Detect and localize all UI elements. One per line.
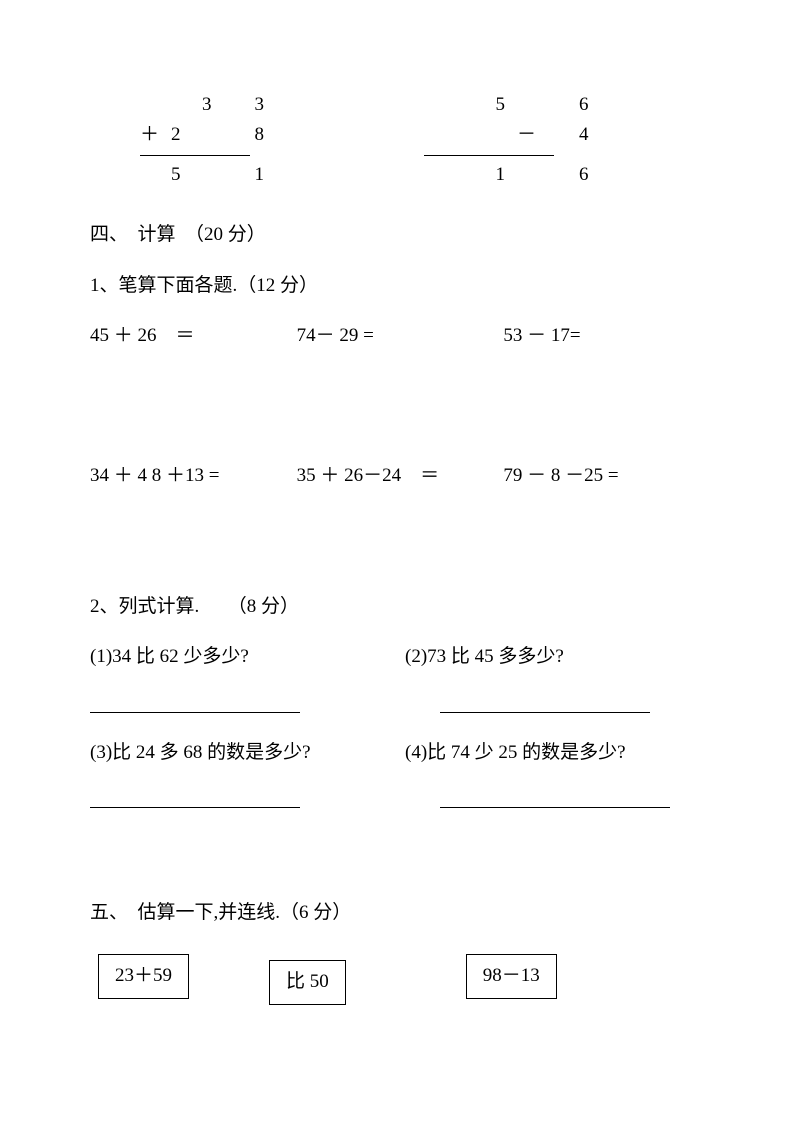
eq-1-1: 45 ＋ 26 ＝ <box>90 321 297 351</box>
spacer-1b <box>650 685 710 713</box>
answer-line-2 <box>440 685 650 713</box>
section5-title: 五、 估算一下,并连线.（6 分） <box>90 898 710 928</box>
eq-1-3: 53 － 17= <box>503 321 710 351</box>
section4-part1-title: 1、笔算下面各题.（12 分） <box>90 271 710 301</box>
equation-row-2: 34 ＋ 4 8 ＋13 = 35 ＋ 26－24 ＝ 79 － 8 －25 = <box>90 461 710 491</box>
box-2: 比 50 <box>269 960 346 1004</box>
vm1-row2: ＋2 8 <box>140 120 284 150</box>
wp-q4: (4)比 74 少 25 的数是多少? <box>395 738 710 768</box>
answer-line-1 <box>90 685 300 713</box>
box-row: 23＋59 比 50 98－13 <box>90 948 710 1004</box>
vm2-result: 1 6 <box>424 160 609 190</box>
section4-part2-title: 2、列式计算. （8 分） <box>90 592 710 622</box>
vm1-row1: 3 3 <box>140 90 284 120</box>
section4-title: 四、 计算 （20 分） <box>90 220 710 250</box>
eq-2-1: 34 ＋ 4 8 ＋13 = <box>90 461 297 491</box>
answer-line-row-2 <box>90 780 710 808</box>
word-problem-row-1: (1)34 比 62 少多少? (2)73 比 45 多多少? <box>90 642 710 672</box>
vm2-line <box>424 155 554 156</box>
spacer-1 <box>300 685 430 713</box>
vm2-row1: 5 6 <box>424 90 609 120</box>
spacer-2 <box>300 780 430 808</box>
wp-q2: (2)73 比 45 多多少? <box>395 642 710 672</box>
vm1-line <box>140 155 250 156</box>
box-1: 23＋59 <box>98 954 189 998</box>
eq-1-2: 74－ 29 = <box>297 321 504 351</box>
equation-row-1: 45 ＋ 26 ＝ 74－ 29 = 53 － 17= <box>90 321 710 351</box>
vertical-problem-1: 3 3 ＋2 8 5 1 <box>140 90 284 190</box>
wp-q1: (1)34 比 62 少多少? <box>90 642 395 672</box>
box-3: 98－13 <box>466 954 557 998</box>
answer-line-row-1 <box>90 685 710 713</box>
wp-q3: (3)比 24 多 68 的数是多少? <box>90 738 395 768</box>
vertical-math-section: 3 3 ＋2 8 5 1 5 6 － 4 1 6 <box>90 90 710 190</box>
eq-2-3: 79 － 8 －25 = <box>503 461 710 491</box>
word-problem-row-2: (3)比 24 多 68 的数是多少? (4)比 74 少 25 的数是多少? <box>90 738 710 768</box>
answer-line-4 <box>440 780 670 808</box>
vertical-problem-2: 5 6 － 4 1 6 <box>424 90 609 190</box>
vm2-row2: － 4 <box>424 120 609 150</box>
eq-2-2: 35 ＋ 26－24 ＝ <box>297 461 504 491</box>
vm1-result: 5 1 <box>140 160 284 190</box>
spacer-2b <box>670 780 710 808</box>
answer-line-3 <box>90 780 300 808</box>
